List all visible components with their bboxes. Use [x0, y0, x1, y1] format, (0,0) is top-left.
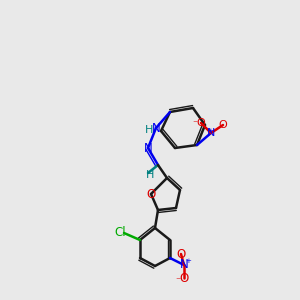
Text: N: N: [207, 128, 215, 138]
Text: O: O: [176, 248, 186, 260]
Text: ⁻: ⁻: [176, 276, 181, 286]
Text: O: O: [179, 272, 189, 284]
Text: N: N: [152, 122, 160, 134]
Text: ⁻: ⁻: [192, 119, 198, 129]
Text: H: H: [145, 125, 153, 135]
Text: O: O: [196, 118, 206, 128]
Text: +: +: [185, 258, 191, 264]
Text: O: O: [146, 188, 156, 200]
Text: +: +: [207, 128, 213, 134]
Text: O: O: [219, 120, 227, 130]
Text: N: N: [180, 259, 188, 272]
Text: N: N: [144, 142, 152, 154]
Text: Cl: Cl: [114, 226, 126, 239]
Text: H: H: [146, 170, 154, 180]
